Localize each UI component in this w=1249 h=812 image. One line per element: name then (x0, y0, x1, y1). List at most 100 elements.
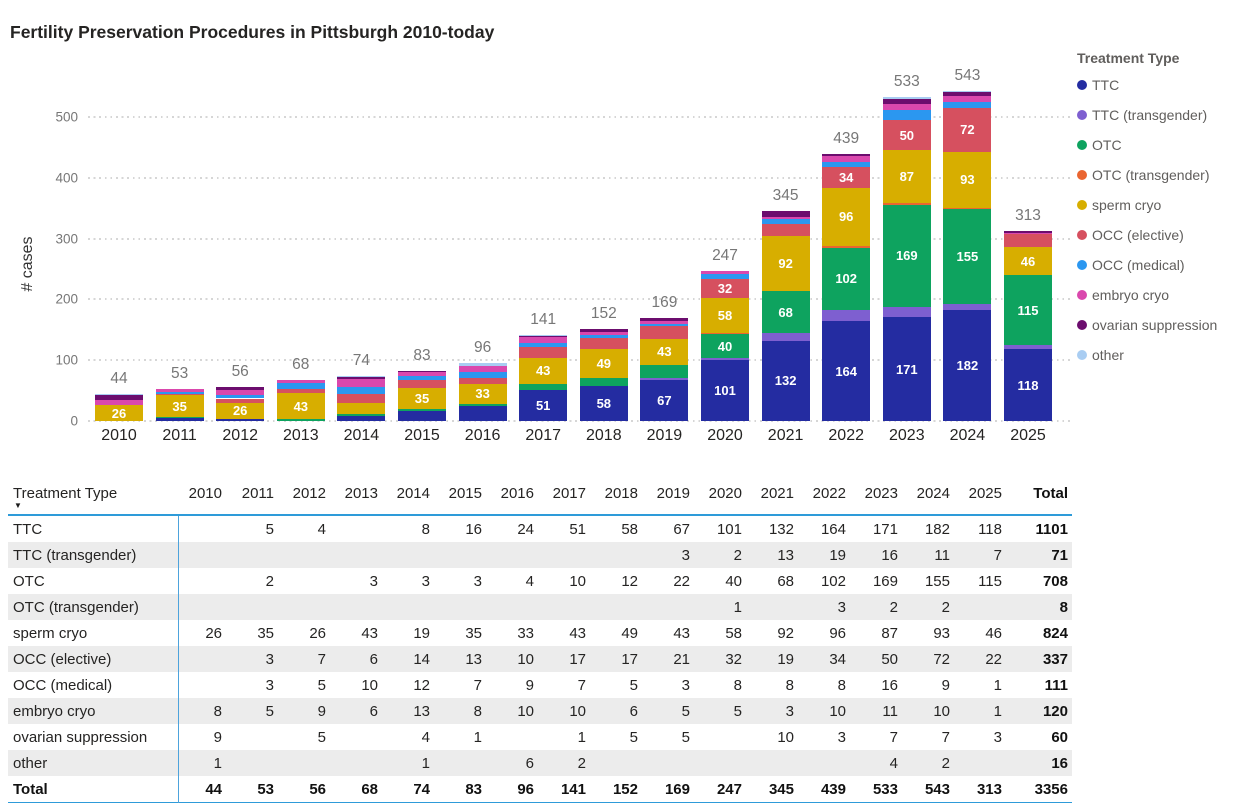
column-header-2012[interactable]: 2012 (292, 485, 326, 502)
bar-segment-ttc-transgender-2021[interactable] (761, 332, 810, 341)
bar-segment-ovarian-suppression-2024[interactable] (943, 92, 992, 97)
bar-segment-occ-medical-2020[interactable] (701, 273, 749, 279)
bar-segment-ovarian-suppression-2023[interactable] (882, 99, 931, 104)
bar-segment-other-2023[interactable] (882, 96, 931, 100)
table-row-ovarian-suppression[interactable]: ovarian suppression 9 5 4 1 1 5 5 10 3 7 7 3 60 (8, 724, 1072, 750)
bar-segment-ttc-transgender-2024[interactable] (943, 303, 992, 311)
bar-segment-ovarian-suppression-2014[interactable] (337, 376, 386, 380)
table-row-ttc[interactable]: TTC 5 4 8 16 24 51 58 67 101 132 164 171 182 118 1101 (8, 516, 1072, 542)
bar-segment-embryo-cryo-2012[interactable] (216, 389, 265, 396)
bar-segment-ovarian-suppression-2015[interactable] (398, 370, 446, 372)
bar-segment-ovarian-suppression-2021[interactable] (761, 211, 810, 218)
bar-segment-otc-2014[interactable] (337, 414, 386, 417)
bar-segment-sperm-cryo-2019[interactable]: 43 (640, 338, 689, 366)
bar-segment-embryo-cryo-2019[interactable] (640, 321, 689, 325)
bar-segment-ttc-2015[interactable] (398, 411, 446, 421)
bar-segment-sperm-cryo-2018[interactable]: 49 (579, 348, 628, 379)
bar-segment-embryo-cryo-2014[interactable] (337, 379, 386, 387)
bar-segment-otc-2023[interactable]: 169 (882, 204, 931, 308)
bar-segment-otc-2011[interactable] (155, 416, 204, 418)
bar-segment-occ-elective-2014[interactable] (337, 394, 386, 403)
column-header-2011[interactable]: 2011 (241, 485, 274, 502)
legend-item-occ-elective[interactable]: OCC (elective) (1077, 220, 1249, 250)
bar-segment-occ-elective-2017[interactable] (519, 347, 568, 358)
bar-segment-occ-medical-2015[interactable] (398, 376, 446, 381)
bar-segment-embryo-cryo-2017[interactable] (519, 337, 568, 344)
bar-segment-embryo-cryo-2024[interactable] (943, 96, 992, 103)
bar-segment-occ-medical-2011[interactable] (155, 391, 204, 394)
bar-segment-ovarian-suppression-2017[interactable] (519, 336, 568, 338)
bar-segment-occ-medical-2023[interactable] (882, 110, 931, 121)
bar-segment-otc-2024[interactable]: 155 (943, 209, 992, 304)
column-header-2020[interactable]: 2020 (708, 485, 742, 502)
bar-segment-other-2014[interactable] (337, 376, 386, 377)
bar-segment-occ-medical-2024[interactable] (943, 102, 992, 108)
bar-segment-ttc-2022[interactable]: 164 (822, 321, 871, 421)
bar-segment-occ-medical-2013[interactable] (276, 383, 325, 390)
table-row-other[interactable]: other 1 1 6 2 4 2 16 (8, 750, 1072, 776)
bar-segment-ttc-2023[interactable]: 171 (882, 317, 931, 421)
bar-segment-otc-2017[interactable] (519, 383, 568, 390)
bar-segment-occ-elective-2013[interactable] (276, 389, 325, 394)
table-row-occ-medical[interactable]: OCC (medical) 3 5 10 12 7 9 7 5 3 8 8 8 16 9 1 111 (8, 672, 1072, 698)
legend-item-otc[interactable]: OTC (1077, 130, 1249, 160)
bar-segment-sperm-cryo-2012[interactable]: 26 (216, 402, 265, 419)
column-header-2019[interactable]: 2019 (656, 485, 690, 502)
bar-segment-occ-medical-2017[interactable] (519, 343, 568, 348)
bar-segment-occ-elective-2020[interactable]: 32 (701, 278, 749, 299)
column-header-2025[interactable]: 2025 (968, 485, 1002, 502)
bar-segment-occ-elective-2024[interactable]: 72 (943, 107, 992, 152)
column-header-2018[interactable]: 2018 (604, 485, 638, 502)
bar-segment-occ-elective-2016[interactable] (458, 377, 507, 384)
bar-segment-otc-transgender-2022[interactable] (822, 245, 871, 248)
legend-item-ovarian-suppression[interactable]: ovarian suppression (1077, 310, 1249, 340)
bar-segment-ttc-transgender-2025[interactable] (1004, 345, 1052, 350)
bar-segment-occ-elective-2025[interactable] (1004, 233, 1052, 248)
bar-segment-sperm-cryo-2011[interactable]: 35 (155, 395, 204, 417)
column-header-2022[interactable]: 2022 (812, 485, 846, 502)
bar-segment-ovarian-suppression-2010[interactable] (95, 394, 143, 401)
legend-item-embryo-cryo[interactable]: embryo cryo (1077, 280, 1249, 310)
bar-segment-embryo-cryo-2021[interactable] (761, 217, 810, 220)
bar-segment-sperm-cryo-2015[interactable]: 35 (398, 388, 446, 410)
bar-segment-ttc-transgender-2019[interactable] (640, 378, 689, 381)
bar-segment-embryo-cryo-2025[interactable] (1004, 232, 1052, 234)
bar-segment-occ-elective-2018[interactable] (579, 338, 628, 349)
table-total-row[interactable]: Total 44 53 56 68 74 83 96 141 152 169 247 345 439 533… (8, 776, 1072, 802)
bar-segment-otc-2019[interactable] (640, 365, 689, 379)
bar-segment-other-2016[interactable] (458, 362, 507, 367)
bar-segment-occ-elective-2012[interactable] (216, 398, 265, 403)
bar-segment-sperm-cryo-2022[interactable]: 96 (822, 187, 871, 246)
bar-segment-sperm-cryo-2023[interactable]: 87 (882, 150, 931, 204)
bar-segment-sperm-cryo-2010[interactable]: 26 (95, 405, 143, 421)
bar-segment-sperm-cryo-2016[interactable]: 33 (458, 383, 507, 404)
bar-segment-embryo-cryo-2023[interactable] (882, 103, 931, 111)
column-header-total[interactable]: Total (1033, 485, 1068, 502)
bar-segment-ttc-2014[interactable] (337, 416, 386, 421)
column-header-2017[interactable]: 2017 (552, 485, 586, 502)
legend-item-ttc[interactable]: TTC (1077, 70, 1249, 100)
bar-segment-ttc-2020[interactable]: 101 (701, 359, 749, 421)
bar-segment-occ-elective-2015[interactable] (398, 380, 446, 389)
bar-segment-otc-2018[interactable] (579, 378, 628, 386)
bar-segment-otc-2021[interactable]: 68 (761, 291, 810, 333)
bar-segment-embryo-cryo-2015[interactable] (398, 371, 446, 376)
bar-segment-sperm-cryo-2014[interactable] (337, 402, 386, 415)
column-header-2010[interactable]: 2010 (188, 485, 222, 502)
bar-segment-occ-medical-2021[interactable] (761, 219, 810, 224)
bar-segment-ttc-transgender-2022[interactable] (822, 309, 871, 322)
bar-segment-otc-2016[interactable] (458, 403, 507, 407)
table-row-otc[interactable]: OTC 2 3 3 3 4 10 12 22 40 68 102 169 155 115 708 (8, 568, 1072, 594)
bar-segment-sperm-cryo-2020[interactable]: 58 (701, 298, 749, 334)
bar-segment-ttc-2019[interactable]: 67 (640, 380, 689, 421)
legend-item-ttc-transgender[interactable]: TTC (transgender) (1077, 100, 1249, 130)
bar-segment-ovarian-suppression-2025[interactable] (1004, 230, 1052, 233)
table-row-embryo-cryo[interactable]: embryo cryo 8 5 9 6 13 8 10 10 6 5 5 3 10 11 10 1 120 (8, 698, 1072, 724)
bar-segment-embryo-cryo-2018[interactable] (579, 331, 628, 336)
column-header-2013[interactable]: 2013 (344, 485, 378, 502)
bar-segment-ttc-transgender-2023[interactable] (882, 307, 931, 318)
bar-segment-otc-2020[interactable]: 40 (701, 334, 749, 359)
bar-segment-occ-medical-2014[interactable] (337, 386, 386, 395)
bar-segment-ttc-2024[interactable]: 182 (943, 310, 992, 421)
column-header-treatment-type[interactable]: Treatment Type ▼ (13, 485, 118, 510)
